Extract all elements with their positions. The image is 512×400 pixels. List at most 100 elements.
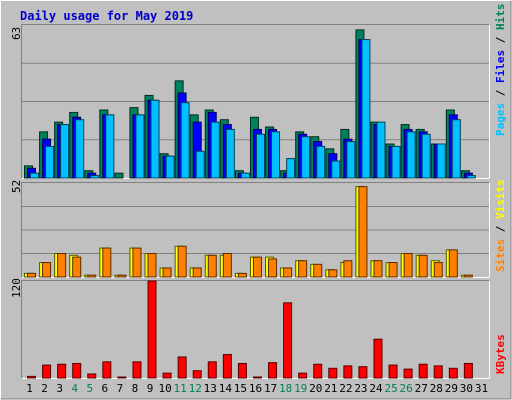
visits-bar-day-18 [283,267,293,278]
visits-bar-day-28 [433,262,443,278]
kbytes-bar-day-11 [177,356,187,379]
visits-bar-day-23 [358,186,368,278]
pages-bar-day-11 [180,102,190,179]
legend-visits: Visits [494,179,507,219]
legend-pages: Pages [494,103,507,136]
pages-bar-day-17 [271,131,281,179]
visits-bar-day-4 [72,256,82,278]
x-tick-label-31: 31 [475,382,488,395]
kbytes-bar-day-25 [388,364,398,379]
x-tick-label-2: 2 [41,382,48,395]
kbytes-bar-day-15 [237,362,247,379]
panel-visits-ymax-label: 52 [10,180,23,193]
x-tick-label-17: 17 [264,382,277,395]
pages-bar-day-25 [391,145,401,179]
visits-bar-day-5 [87,274,97,278]
visits-bar-day-7 [117,274,127,278]
x-tick-label-7: 7 [117,382,124,395]
pages-bar-day-6 [105,114,115,179]
pages-bar-day-21 [331,160,341,179]
visits-bar-day-2 [42,262,52,278]
kbytes-bar-day-14 [222,354,232,379]
visits-bar-day-17 [268,258,278,278]
x-tick-label-3: 3 [56,382,63,395]
x-tick-label-21: 21 [324,382,337,395]
visits-bar-day-20 [313,263,323,278]
visits-bar-day-14 [222,253,232,278]
pages-bar-day-18 [286,158,296,179]
kbytes-bar-day-17 [268,362,278,379]
legend-sites: Sites [494,239,507,272]
kbytes-bar-day-26 [403,368,413,379]
panel-kbytes-ymax-label: 120 [10,278,23,298]
legend-sep-1: / [494,83,507,103]
panel-hits-ymax-label: 63 [10,27,23,40]
legend-hits-panel: Pages / Files / Hits [494,4,507,137]
visits-bar-day-30 [463,274,473,278]
panel-visits [21,182,490,278]
kbytes-bar-day-28 [433,365,443,379]
x-tick-label-28: 28 [430,382,443,395]
kbytes-bar-day-30 [463,362,473,379]
pages-bar-day-27 [421,133,431,179]
x-tick-label-18: 18 [279,382,292,395]
kbytes-bar-day-22 [343,365,353,379]
pages-bar-day-12 [195,150,205,179]
kbytes-bar-day-16 [252,376,262,379]
legend-visits-panel: Sites / Visits [494,179,507,272]
visits-bar-day-8 [132,247,142,278]
x-tick-label-15: 15 [234,382,247,395]
x-tick-label-4: 4 [71,382,78,395]
kbytes-bar-day-29 [448,367,458,379]
pages-bar-day-2 [45,145,55,179]
kbytes-bar-day-5 [87,373,97,379]
x-tick-label-6: 6 [102,382,109,395]
x-tick-label-10: 10 [158,382,171,395]
visits-bar-day-9 [147,253,157,278]
pages-bar-day-13 [210,121,220,179]
visits-bar-day-16 [252,256,262,278]
pages-bar-day-3 [60,124,70,179]
pages-bar-day-23 [361,39,371,179]
kbytes-bar-day-27 [418,363,428,379]
kbytes-bar-day-1 [27,375,36,379]
visits-bar-day-15 [237,272,247,278]
x-tick-label-23: 23 [354,382,367,395]
visits-bar-day-11 [177,245,187,278]
pages-bar-day-26 [406,131,416,179]
kbytes-bar-day-2 [42,364,52,379]
visits-bar-day-1 [27,272,36,278]
kbytes-bar-day-18 [283,302,293,379]
panel-kbytes [21,280,490,379]
x-tick-label-1: 1 [26,382,33,395]
legend-kbytes: KBytes [494,334,507,374]
visits-bar-day-24 [373,260,383,278]
x-tick-label-13: 13 [204,382,217,395]
x-tick-label-22: 22 [339,382,352,395]
pages-bar-day-10 [165,155,175,179]
x-tick-label-29: 29 [445,382,458,395]
x-tick-label-24: 24 [369,382,383,395]
x-tick-label-26: 26 [400,382,413,395]
legend-sep-2: / [494,30,507,50]
pages-bar-day-9 [150,99,160,179]
pages-bar-day-29 [451,119,461,179]
x-tick-label-27: 27 [415,382,428,395]
x-tick-label-14: 14 [219,382,233,395]
pages-bar-day-5 [90,175,100,179]
pages-bar-day-1 [30,172,39,179]
visits-bar-day-25 [388,262,398,278]
kbytes-bar-day-13 [207,361,217,379]
series-visits [27,186,473,278]
legend-sep-3: / [494,219,507,239]
pages-bar-day-24 [376,121,386,179]
panel-kbytes-frame [21,280,490,379]
visits-bar-day-27 [418,254,428,278]
kbytes-bar-day-12 [192,370,202,379]
x-tick-label-16: 16 [249,382,262,395]
x-tick-label-20: 20 [309,382,322,395]
x-tick-label-9: 9 [147,382,154,395]
kbytes-bar-day-23 [358,366,368,379]
